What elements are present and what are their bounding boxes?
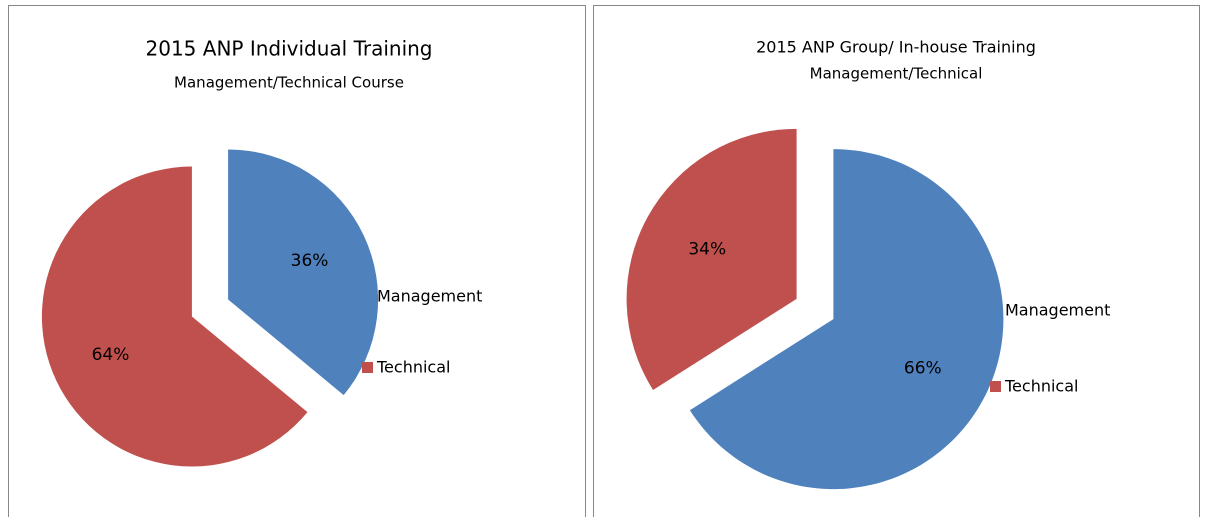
data-label: 64% — [92, 345, 130, 365]
pie-slice — [228, 149, 379, 396]
pie-slice — [41, 166, 308, 467]
chart-title: 2015 ANP Individual Training — [146, 37, 433, 61]
data-label: 34% — [688, 240, 726, 260]
data-label: 66% — [904, 358, 942, 378]
pie-slice — [689, 149, 1004, 490]
pie-slice — [626, 128, 797, 390]
data-label: 36% — [291, 251, 329, 271]
legend-marker — [990, 381, 1001, 392]
legend-label: Technical — [1004, 377, 1078, 396]
legend-marker — [990, 305, 1001, 316]
legend-marker — [362, 362, 373, 373]
chart-subtitle: Management/Technical Course — [174, 74, 404, 92]
legend-label: Technical — [376, 358, 450, 377]
chart-subtitle: Management/Technical — [810, 65, 983, 83]
legend-marker — [362, 291, 373, 302]
chart-title: 2015 ANP Group/ In-house Training — [756, 38, 1036, 57]
legend-label: Management — [1005, 301, 1110, 320]
legend-label: Management — [377, 287, 482, 306]
